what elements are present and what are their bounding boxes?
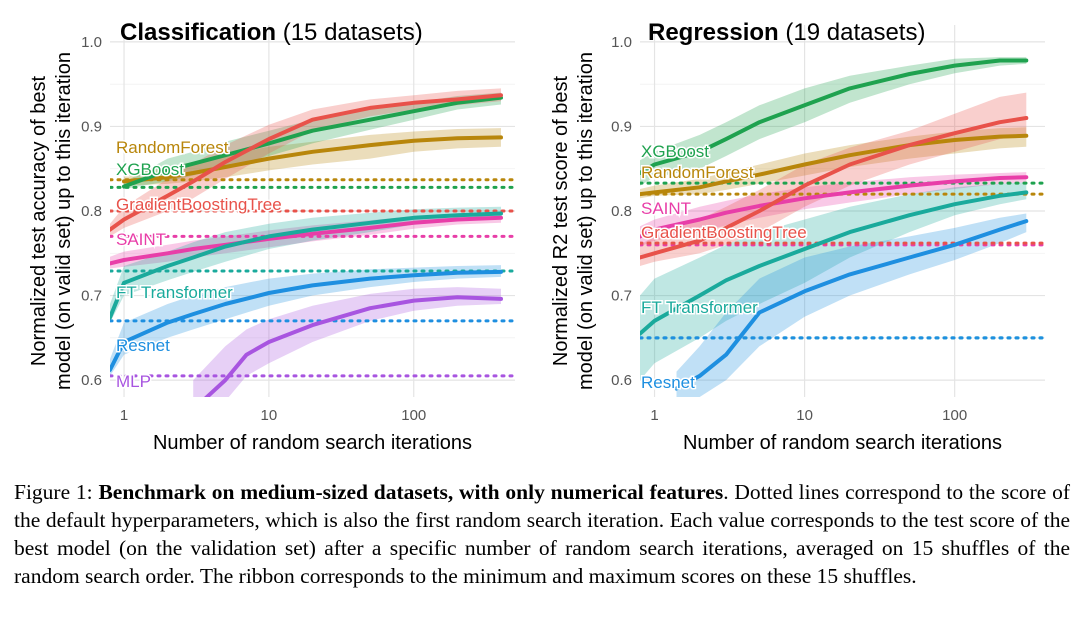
x-axis-label: Number of random search iterations [153, 432, 472, 454]
y-axis-label-line2: model (on valid set) up to this iteratio… [53, 52, 75, 390]
series-line-resnet [110, 269, 503, 372]
series-label: GradientBoostingTree [641, 223, 807, 242]
series-line-ft-transformer [110, 211, 503, 320]
series-line-mlp [204, 295, 503, 397]
series-label: RandomForest [641, 163, 754, 182]
series-label: FT Transformer [641, 298, 758, 317]
series-line-xgboost [122, 95, 503, 189]
series-label: FT Transformer [116, 283, 233, 302]
chart-panel-1: XGBoost RandomForest SAINT GradientBoosting… [550, 19, 1045, 454]
series-label: XGBoost [641, 142, 709, 161]
series-label: XGBoost [116, 160, 184, 179]
y-tick-label: 0.8 [611, 203, 632, 220]
series-line-resnet [674, 219, 1029, 391]
y-axis-label-line1: Normalized R2 test score of best [550, 76, 572, 367]
ribbon-ft-transformer [640, 182, 1027, 381]
y-tick-label: 1.0 [81, 34, 102, 51]
figure-caption: Figure 1: Benchmark on medium-sized data… [14, 478, 1070, 590]
ribbon-resnet [676, 213, 1027, 397]
series-label: SAINT [641, 199, 691, 218]
series-label: SAINT [116, 230, 166, 249]
chart-title: Classification (15 datasets) [120, 19, 423, 46]
ribbon-saint [640, 172, 1027, 247]
chart-panel-0: RandomForest XGBoost GradientBoostingTree S… [28, 19, 515, 454]
series-line-xgboost [640, 58, 1029, 175]
series-label: MLP [116, 372, 151, 391]
chart-title-rest: (15 datasets) [276, 19, 423, 46]
y-tick-label: 0.9 [611, 118, 632, 135]
x-tick-label: 10 [796, 407, 813, 424]
y-tick-label: 0.8 [81, 203, 102, 220]
y-tick-label: 0.6 [81, 372, 102, 389]
series-line-randomforest [122, 135, 503, 184]
figure: RandomForest XGBoost GradientBoostingTree S… [28, 19, 1045, 454]
x-tick-label: 100 [942, 407, 967, 424]
y-tick-label: 1.0 [611, 34, 632, 51]
x-axis-label: Number of random search iterations [683, 432, 1002, 454]
series-line-ft-transformer [640, 190, 1029, 336]
series-line-gradientboostingtree [110, 93, 503, 232]
series-label: RandomForest [116, 138, 229, 157]
ribbon-resnet [110, 265, 501, 376]
y-axis-label-line1: Normalized test accuracy of best [28, 76, 50, 367]
chart-title-rest: (19 datasets) [779, 19, 926, 46]
ribbon-xgboost [640, 57, 1027, 186]
chart-title: Regression (19 datasets) [648, 19, 925, 46]
chart-title-bold: Regression [648, 19, 779, 46]
plot-area [640, 57, 1045, 397]
chart-title-bold: Classification [120, 19, 276, 46]
caption-prefix: Figure 1: [14, 480, 99, 504]
series-line-randomforest [640, 133, 1029, 197]
plot-area [110, 88, 515, 397]
caption-rest: . Dotted lines correspond to the score o… [14, 480, 1071, 588]
y-tick-label: 0.6 [611, 372, 632, 389]
series-label: Resnet [641, 373, 695, 392]
series-label: GradientBoostingTree [116, 195, 282, 214]
y-tick-label: 0.7 [611, 288, 632, 305]
series-line-gradientboostingtree [640, 116, 1029, 260]
y-axis-label-line2: model (on valid set) up to this iteratio… [575, 52, 597, 390]
series-line-saint [110, 215, 503, 266]
x-tick-label: 100 [401, 407, 426, 424]
x-tick-label: 10 [261, 407, 278, 424]
x-tick-label: 1 [120, 407, 128, 424]
x-tick-label: 1 [650, 407, 658, 424]
y-tick-label: 0.9 [81, 118, 102, 135]
series-label: Resnet [116, 336, 170, 355]
series-line-saint [640, 175, 1029, 239]
y-tick-label: 0.7 [81, 288, 102, 305]
caption-bold: Benchmark on medium-sized datasets, with… [98, 480, 724, 504]
